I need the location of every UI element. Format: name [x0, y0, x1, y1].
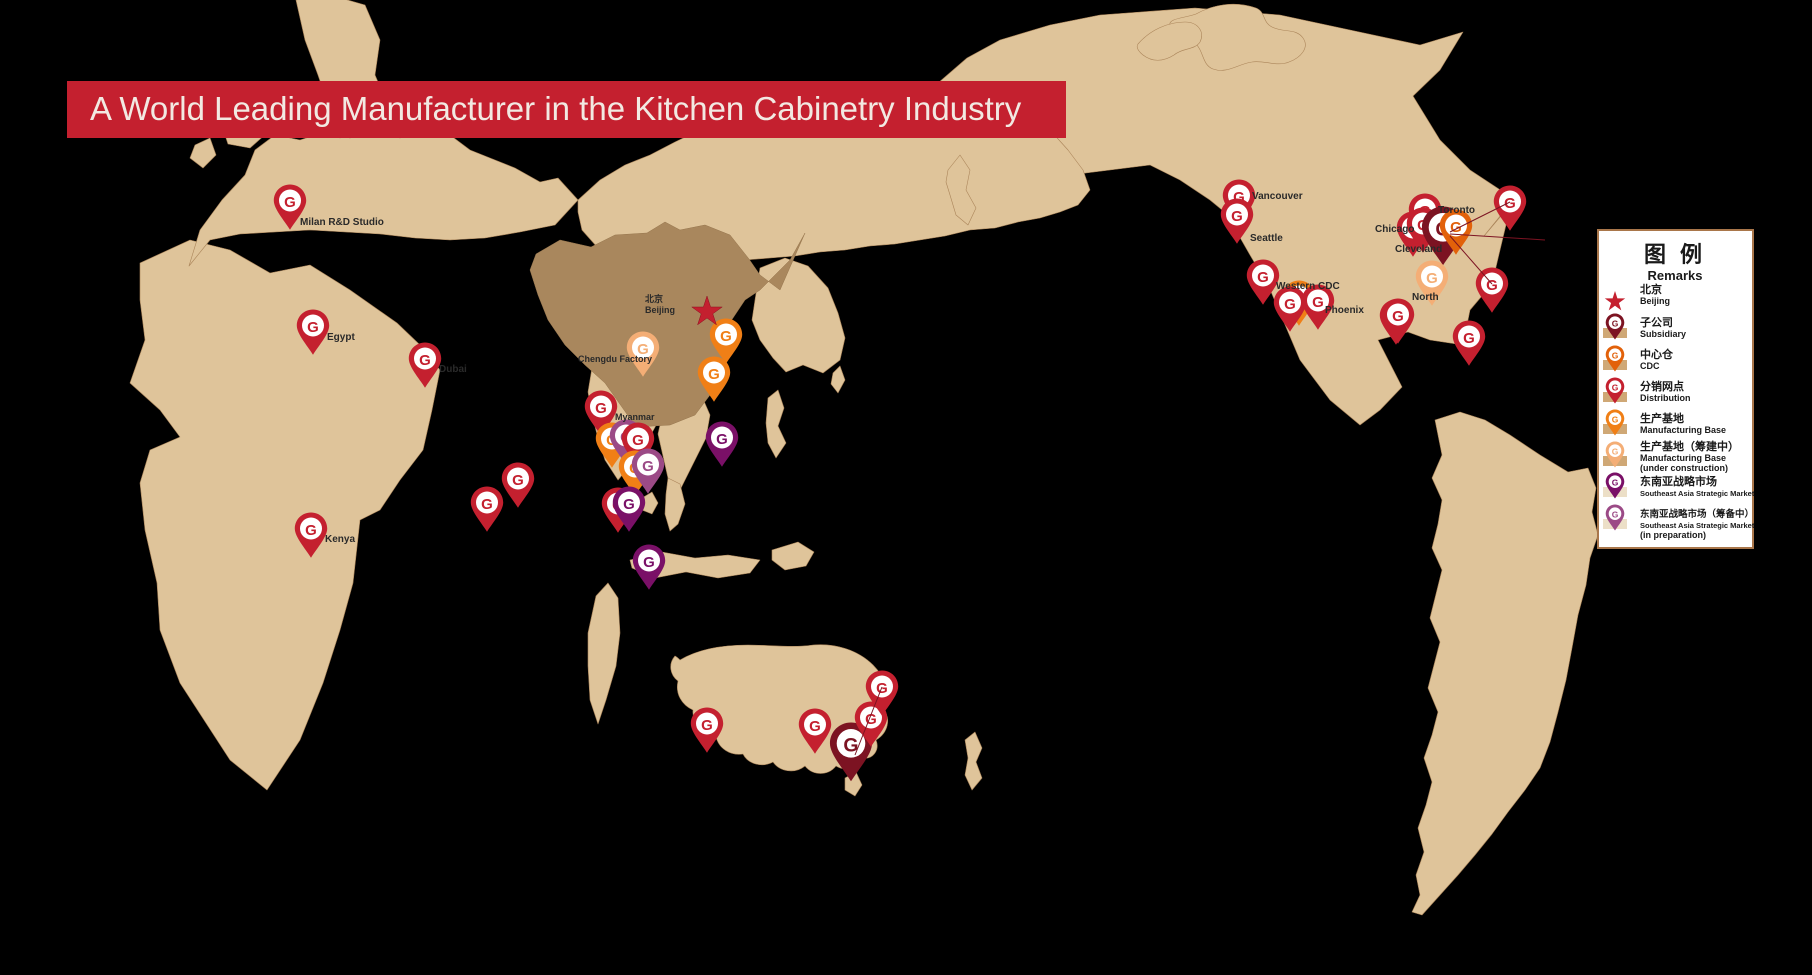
svg-text:分销网点: 分销网点	[1640, 379, 1684, 393]
svg-text:Distribution: Distribution	[1640, 393, 1691, 403]
svg-text:Dubai: Dubai	[439, 364, 467, 375]
svg-text:Vancouver: Vancouver	[1252, 191, 1303, 202]
svg-text:子公司: 子公司	[1640, 316, 1673, 329]
svg-text:中心仓: 中心仓	[1640, 347, 1674, 361]
svg-text:A World Leading Manufacturer i: A World Leading Manufacturer in the Kitc…	[90, 90, 1022, 127]
svg-text:Southeast Asia Strategic Marke: Southeast Asia Strategic Market	[1640, 489, 1755, 498]
svg-text:Toronto: Toronto	[1438, 205, 1475, 216]
svg-text:CDC: CDC	[1640, 361, 1660, 371]
svg-text:(under construction): (under construction)	[1640, 463, 1728, 473]
svg-text:Myanmar: Myanmar	[615, 412, 655, 422]
svg-text:东南亚战略市场（筹备中）: 东南亚战略市场（筹备中）	[1640, 508, 1754, 520]
svg-text:North: North	[1412, 292, 1439, 303]
svg-text:Cleveland: Cleveland	[1395, 244, 1442, 255]
svg-text:Manufacturing Base: Manufacturing Base	[1640, 425, 1726, 435]
svg-text:图 例: 图 例	[1644, 242, 1706, 267]
svg-text:Southeast Asia Strategic Marke: Southeast Asia Strategic Market	[1640, 521, 1755, 530]
svg-text:Subsidiary: Subsidiary	[1640, 329, 1686, 339]
svg-text:Manufacturing Base: Manufacturing Base	[1640, 453, 1726, 463]
svg-text:生产基地: 生产基地	[1640, 411, 1684, 425]
svg-text:(in preparation): (in preparation)	[1640, 530, 1706, 540]
svg-text:Remarks: Remarks	[1648, 268, 1703, 283]
svg-text:Beijing: Beijing	[1640, 296, 1670, 306]
svg-text:Kenya: Kenya	[325, 534, 355, 545]
svg-text:Seattle: Seattle	[1250, 233, 1283, 244]
svg-text:Chengdu Factory: Chengdu Factory	[578, 354, 652, 364]
svg-text:生产基地（筹建中）: 生产基地（筹建中）	[1640, 439, 1739, 453]
svg-text:Milan R&D Studio: Milan R&D Studio	[300, 217, 384, 228]
svg-text:Beijing: Beijing	[645, 305, 675, 315]
svg-text:Western CDC: Western CDC	[1276, 281, 1340, 292]
svg-text:Phoenix: Phoenix	[1325, 305, 1364, 316]
svg-text:北京: 北京	[645, 293, 663, 304]
svg-text:北京: 北京	[1640, 282, 1662, 296]
svg-text:东南亚战略市场: 东南亚战略市场	[1640, 474, 1717, 488]
svg-text:Chicago: Chicago	[1375, 224, 1414, 235]
svg-text:Egypt: Egypt	[327, 332, 355, 343]
